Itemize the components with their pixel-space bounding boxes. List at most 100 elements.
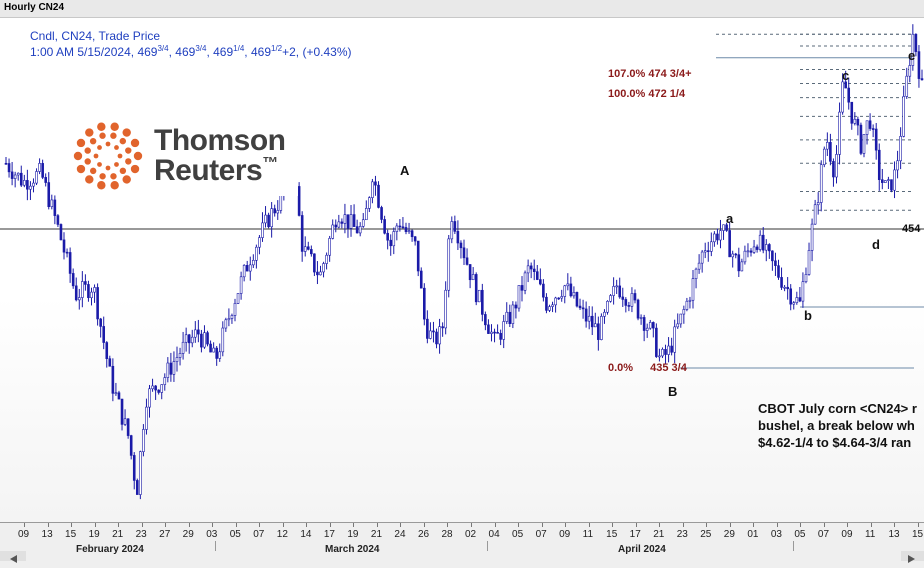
candle-body bbox=[178, 353, 182, 358]
candle-body bbox=[682, 309, 686, 315]
candle-body bbox=[306, 246, 310, 250]
x-tick bbox=[706, 523, 708, 527]
candle-body bbox=[209, 343, 212, 353]
candle-body bbox=[32, 182, 35, 187]
candle-body bbox=[148, 388, 151, 408]
candle-body bbox=[438, 326, 441, 345]
candle-body bbox=[853, 118, 857, 124]
x-tick bbox=[306, 523, 308, 527]
candle-body bbox=[526, 265, 530, 274]
x-tick bbox=[47, 523, 49, 527]
candle-body bbox=[572, 292, 576, 297]
candle-body bbox=[844, 81, 847, 89]
candle-body bbox=[829, 142, 832, 162]
candle-body bbox=[877, 149, 881, 180]
candle-body bbox=[694, 268, 698, 279]
logo-dot bbox=[97, 122, 106, 131]
candle-body bbox=[862, 134, 866, 154]
candle-body bbox=[841, 81, 844, 113]
candle-body bbox=[392, 231, 396, 247]
x-tick-label: 26 bbox=[417, 529, 430, 540]
x-tick bbox=[823, 523, 825, 527]
candle-body bbox=[139, 451, 142, 495]
candle-body bbox=[151, 385, 154, 390]
note-line3: $4.62-1/4 to $4.64-3/4 ran bbox=[758, 435, 912, 450]
candle-body bbox=[563, 285, 567, 297]
candle-body bbox=[380, 207, 383, 220]
note-line1: CBOT July corn <CN24> r bbox=[758, 401, 917, 416]
candle-body bbox=[618, 285, 622, 298]
x-tick-label: 21 bbox=[370, 529, 383, 540]
candle-body bbox=[377, 184, 380, 208]
scroll-right-button[interactable] bbox=[901, 551, 924, 563]
candle-body bbox=[554, 297, 557, 306]
candle-body bbox=[340, 221, 344, 224]
candle-body bbox=[352, 214, 356, 227]
candle-body bbox=[10, 171, 14, 179]
candle-body bbox=[410, 230, 414, 238]
chart-info-line2: 1:00 AM 5/15/2024, 4693/4, 4693/4, 4691/… bbox=[30, 44, 352, 59]
info-open: 4693/4, bbox=[137, 44, 172, 59]
candle-body bbox=[53, 199, 57, 216]
candle-body bbox=[584, 308, 588, 322]
candle-body bbox=[615, 285, 618, 288]
chart-title-bar: Hourly CN24 bbox=[0, 0, 924, 18]
candle-body bbox=[908, 65, 912, 77]
logo-dot bbox=[76, 138, 86, 148]
candle-body bbox=[135, 480, 139, 495]
candle-body bbox=[337, 221, 341, 228]
x-tick-label: 11 bbox=[864, 529, 876, 540]
candle-body bbox=[545, 296, 548, 311]
candle-body bbox=[441, 326, 444, 329]
candle-body bbox=[200, 333, 203, 348]
logo-dot bbox=[122, 175, 131, 184]
candle-body bbox=[917, 51, 921, 79]
month-label-feb: February 2024 bbox=[76, 544, 144, 555]
candle-body bbox=[401, 226, 405, 229]
candle-body bbox=[490, 331, 493, 334]
month-separator bbox=[793, 541, 794, 551]
x-tick bbox=[800, 523, 802, 527]
x-tick-label: 19 bbox=[88, 529, 100, 540]
candle-body bbox=[81, 281, 84, 298]
candle-body bbox=[474, 274, 478, 303]
x-tick-label: 07 bbox=[253, 529, 265, 540]
candle-body bbox=[242, 265, 246, 278]
logo-dot bbox=[125, 147, 132, 154]
candle-body bbox=[627, 305, 631, 307]
x-tick bbox=[71, 523, 73, 527]
candle-body bbox=[884, 180, 887, 183]
candle-body bbox=[731, 253, 734, 258]
fib-100-label: 100.0% 472 1/4 bbox=[608, 88, 686, 100]
month-label-apr: April 2024 bbox=[618, 544, 666, 555]
x-tick bbox=[141, 523, 143, 527]
scroll-left-button[interactable] bbox=[0, 551, 26, 563]
x-tick-label: 11 bbox=[582, 529, 594, 540]
month-label-mar: March 2024 bbox=[325, 544, 380, 555]
x-tick bbox=[776, 523, 778, 527]
candle-body bbox=[569, 283, 573, 297]
logo-dot bbox=[99, 173, 106, 180]
candle-body bbox=[487, 324, 490, 334]
chart-plot-area[interactable]: Cndl, CN24, Trade Price 1:00 AM 5/15/202… bbox=[0, 18, 924, 522]
candle-body bbox=[630, 293, 634, 307]
logo-dot bbox=[85, 128, 94, 137]
logo-dot bbox=[97, 162, 102, 167]
candle-body bbox=[44, 177, 47, 183]
candle-body bbox=[493, 331, 496, 334]
x-tick-label: 29 bbox=[182, 529, 194, 540]
reuters-dots-icon bbox=[73, 122, 143, 190]
x-tick-label: 09 bbox=[18, 529, 30, 540]
candle-body bbox=[505, 311, 509, 322]
candle-body bbox=[349, 214, 353, 229]
candle-body bbox=[413, 236, 417, 242]
x-tick bbox=[282, 523, 284, 527]
candle-body bbox=[84, 281, 87, 285]
candle-body bbox=[816, 202, 820, 206]
candle-body bbox=[737, 254, 741, 272]
candle-body bbox=[172, 361, 176, 375]
candle-body bbox=[203, 332, 206, 348]
x-tick-label: 23 bbox=[135, 529, 147, 540]
candle-body bbox=[169, 362, 173, 375]
candle-body bbox=[102, 326, 106, 343]
